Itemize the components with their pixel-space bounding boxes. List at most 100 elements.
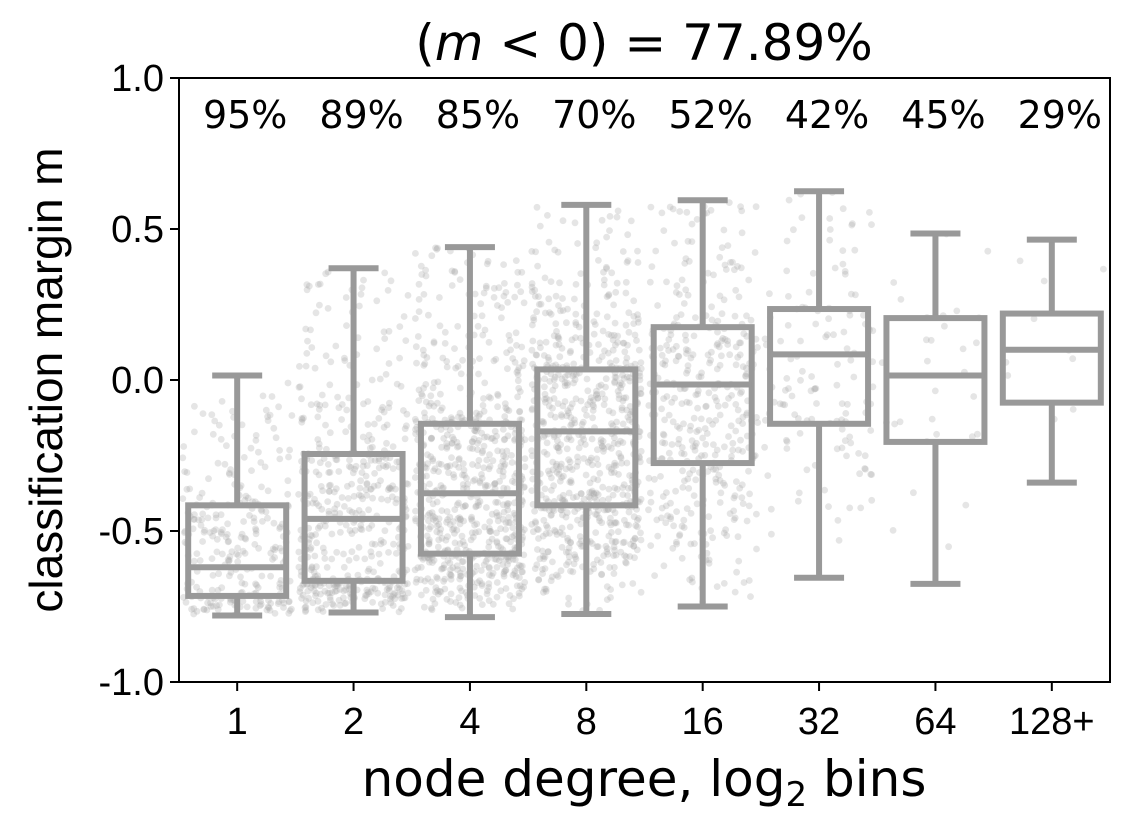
data-point — [335, 596, 343, 604]
data-point — [565, 558, 572, 566]
data-point — [544, 354, 552, 361]
data-point — [503, 502, 511, 510]
data-point — [322, 352, 330, 360]
data-point — [534, 262, 541, 270]
data-point — [485, 338, 493, 346]
data-point — [411, 474, 419, 481]
data-point — [412, 426, 419, 433]
data-point — [356, 484, 364, 492]
data-point — [477, 300, 485, 308]
data-point — [567, 347, 574, 355]
data-point — [302, 362, 310, 370]
data-point — [252, 527, 260, 534]
data-point — [518, 343, 526, 351]
data-point — [549, 466, 557, 474]
data-point — [315, 502, 323, 510]
data-point — [634, 315, 642, 323]
data-point — [478, 580, 486, 588]
data-point — [459, 481, 467, 488]
data-point — [469, 533, 477, 541]
data-point — [731, 588, 739, 596]
data-point — [190, 516, 198, 523]
data-point — [324, 461, 332, 468]
data-point — [598, 390, 606, 398]
data-point — [592, 510, 599, 518]
data-point — [608, 420, 615, 428]
data-point — [577, 397, 585, 405]
data-point — [315, 440, 323, 448]
data-point — [504, 299, 512, 306]
data-point — [889, 527, 897, 534]
data-point — [803, 466, 811, 474]
data-point — [580, 495, 588, 503]
data-point — [679, 484, 687, 491]
data-point — [204, 514, 212, 522]
data-point — [721, 401, 729, 409]
data-point — [443, 508, 451, 515]
data-point — [692, 391, 700, 399]
data-point — [508, 477, 516, 485]
data-point — [1004, 372, 1012, 379]
data-point — [450, 474, 458, 481]
data-point — [707, 206, 715, 214]
data-point — [568, 400, 576, 408]
data-point — [443, 440, 450, 447]
data-point — [234, 544, 242, 552]
data-point — [702, 402, 710, 410]
data-point — [252, 598, 260, 605]
data-point — [709, 421, 716, 428]
data-point — [590, 490, 598, 497]
data-point — [733, 478, 740, 485]
data-point — [629, 537, 637, 545]
data-point — [241, 496, 249, 504]
data-point — [201, 526, 209, 534]
data-point — [490, 481, 498, 488]
data-point — [248, 467, 255, 474]
data-point — [546, 529, 553, 537]
data-point — [221, 460, 229, 468]
data-point — [217, 530, 225, 538]
data-point — [481, 523, 489, 531]
data-point — [678, 444, 686, 451]
data-point — [425, 540, 433, 547]
data-point — [373, 297, 381, 305]
box-iqr — [883, 315, 988, 445]
data-point — [508, 533, 516, 541]
data-point — [613, 213, 621, 221]
data-point — [435, 515, 443, 523]
data-point — [581, 406, 588, 413]
data-point — [433, 528, 441, 536]
data-point — [618, 406, 626, 414]
data-point — [425, 496, 433, 503]
data-point — [482, 282, 490, 290]
data-point — [619, 439, 627, 446]
data-point — [735, 557, 743, 565]
data-point — [198, 516, 206, 523]
data-point — [321, 555, 329, 562]
data-point — [490, 284, 498, 292]
data-point — [516, 388, 524, 395]
y-tick-label: 0.5 — [111, 209, 164, 251]
data-point — [439, 484, 446, 492]
data-point — [476, 595, 484, 602]
data-point — [625, 521, 632, 529]
data-point — [491, 437, 499, 445]
data-point — [319, 487, 326, 495]
data-point — [543, 395, 550, 402]
data-point — [1030, 315, 1038, 323]
data-point — [251, 541, 259, 548]
data-point — [637, 588, 645, 596]
data-point — [513, 564, 521, 572]
data-point — [721, 336, 729, 343]
data-point — [357, 290, 365, 298]
data-point — [701, 425, 709, 432]
data-point — [271, 610, 279, 617]
data-point — [424, 460, 431, 468]
data-point — [375, 550, 383, 558]
data-point — [358, 526, 366, 534]
data-point — [227, 569, 235, 576]
data-point — [217, 528, 225, 536]
box-32 — [767, 188, 872, 581]
data-point — [608, 332, 615, 339]
data-point — [608, 537, 616, 545]
